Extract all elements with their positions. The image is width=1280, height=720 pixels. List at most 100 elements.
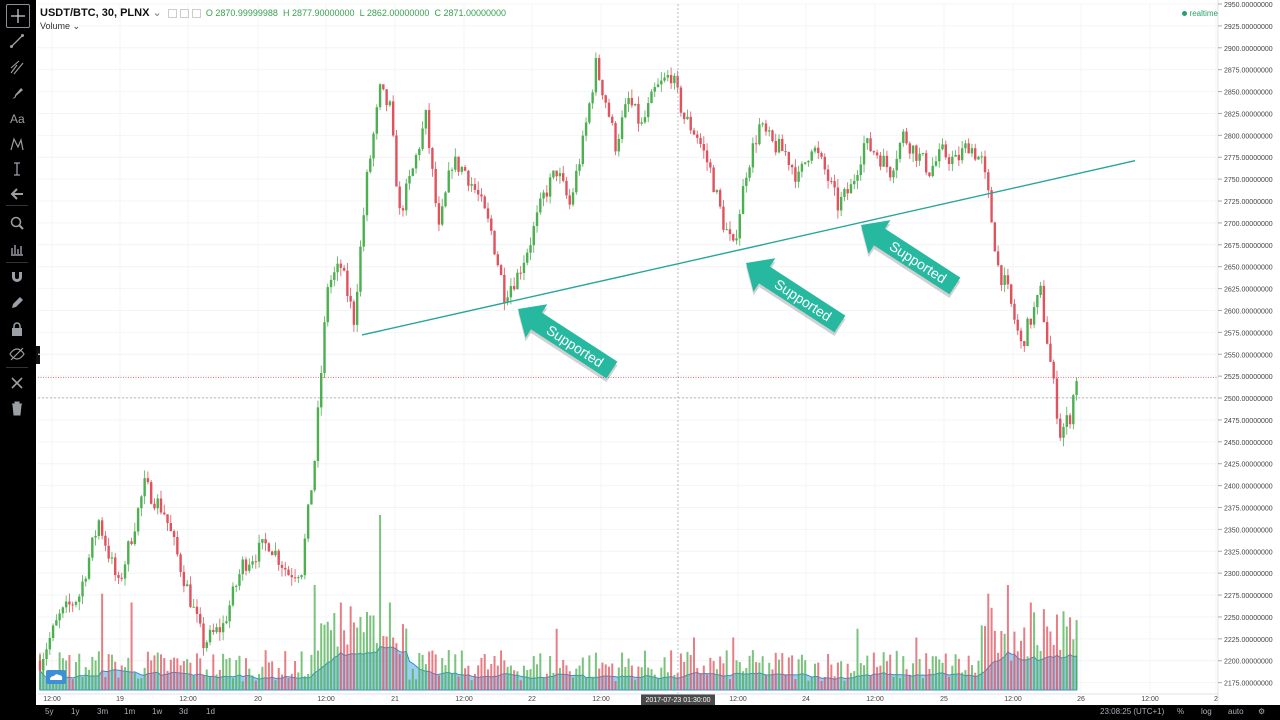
range-1d[interactable]: 1d	[206, 707, 215, 716]
price-tick-label: 2350.00000000	[1224, 527, 1273, 534]
volume-bar	[836, 662, 839, 690]
measure-icon[interactable]	[6, 158, 28, 180]
candle-body	[539, 198, 542, 213]
candle-body	[61, 607, 65, 614]
candle-body	[862, 143, 866, 165]
bars-icon[interactable]	[6, 238, 28, 260]
volume-bar	[679, 653, 682, 690]
toolbar-separator	[6, 367, 28, 368]
price-tick-label: 2875.00000000	[1224, 68, 1273, 75]
pencil-icon[interactable]	[6, 292, 28, 314]
supported-arrow-2: Supported	[746, 258, 846, 336]
volume-bar	[562, 659, 565, 690]
volume-bar	[1020, 640, 1022, 690]
range-5y[interactable]: 5y	[45, 707, 54, 716]
volume-bar	[650, 669, 653, 690]
volume-bar	[192, 675, 195, 690]
volume-legend[interactable]: Volume ⌄	[40, 21, 80, 32]
volume-bar	[362, 632, 365, 690]
magnet-icon[interactable]	[6, 266, 28, 288]
volume-bar	[542, 677, 545, 690]
candle-body	[568, 195, 571, 205]
volume-bar	[1006, 585, 1009, 690]
range-3d[interactable]: 3d	[179, 707, 188, 716]
volume-bar	[405, 628, 408, 690]
candle-body	[254, 561, 258, 563]
candle-body	[215, 627, 218, 633]
price-tick-label: 2200.00000000	[1224, 659, 1273, 666]
volume-bar	[1042, 609, 1045, 690]
pitchfork-icon[interactable]	[6, 56, 28, 78]
volume-menu-icon[interactable]: ⌄	[72, 21, 81, 31]
crosshair-icon[interactable]	[6, 4, 30, 28]
volume-bar	[359, 616, 362, 690]
toolbar-collapse-handle[interactable]	[36, 346, 40, 364]
legend-hide-icon[interactable]	[179, 8, 189, 18]
candle-body	[751, 143, 755, 168]
volume-bar	[1013, 631, 1016, 690]
arrow-left-icon[interactable]	[6, 183, 28, 205]
trend-line-icon[interactable]	[6, 30, 28, 52]
candle-body	[709, 162, 712, 168]
volume-bar	[519, 680, 522, 690]
candle-body	[699, 137, 702, 145]
trash-icon[interactable]	[6, 397, 28, 419]
volume-bar	[912, 663, 915, 690]
volume-bar	[45, 677, 48, 690]
candle-body	[293, 577, 297, 579]
candle-body	[555, 170, 558, 177]
legend-close-icon[interactable]	[191, 8, 201, 18]
tools-icon[interactable]	[6, 372, 28, 394]
volume-bar	[784, 674, 787, 690]
time-tick-label: 19	[116, 696, 124, 703]
legend-menu-icon[interactable]: ⌄	[152, 7, 162, 19]
volume-bar	[493, 655, 496, 690]
zoom-icon[interactable]	[6, 212, 28, 234]
legend-settings-icon[interactable]	[167, 8, 177, 18]
volume-bar	[794, 679, 797, 690]
time-tick-label: 12:00	[1004, 696, 1022, 703]
volume-bar	[55, 679, 58, 690]
volume-bar	[1046, 626, 1049, 690]
candle-body	[787, 152, 791, 165]
range-3m[interactable]: 3m	[97, 707, 109, 716]
volume-bar	[316, 650, 319, 690]
auto-toggle[interactable]: auto	[1228, 707, 1244, 716]
brush-icon[interactable]	[6, 82, 28, 104]
candle-body	[496, 254, 499, 266]
candle-body	[195, 606, 199, 614]
range-1m[interactable]: 1m	[124, 707, 136, 716]
settings-gear-icon[interactable]: ⚙	[1258, 707, 1266, 716]
percent-toggle[interactable]: %	[1177, 707, 1185, 716]
candle-body	[257, 542, 261, 562]
volume-bar	[1029, 602, 1032, 690]
price-tick-label: 2750.00000000	[1224, 177, 1273, 184]
pattern-icon[interactable]	[6, 133, 28, 155]
eye-icon[interactable]	[6, 343, 28, 365]
range-1w[interactable]: 1w	[152, 707, 163, 716]
volume-bar	[712, 661, 715, 690]
realtime-indicator: realtime	[1181, 9, 1218, 18]
volume-bar	[245, 658, 248, 690]
volume-bar	[176, 658, 179, 690]
candle-body	[172, 531, 176, 537]
realtime-dot-icon	[1181, 11, 1187, 17]
lock-icon[interactable]	[6, 318, 28, 340]
volume-bar	[1049, 631, 1052, 690]
volume-bar	[742, 671, 745, 690]
volume-bar	[280, 674, 283, 690]
log-toggle[interactable]: log	[1201, 707, 1212, 716]
candle-body	[748, 167, 751, 178]
symbol-title[interactable]: USDT/BTC, 30, PLNX	[40, 7, 150, 19]
candle-body	[45, 649, 48, 660]
text-icon[interactable]: Aa	[6, 107, 28, 129]
volume-bar	[415, 679, 418, 690]
volume-bar	[222, 653, 225, 690]
range-1y[interactable]: 1y	[71, 707, 80, 716]
volume-bar	[300, 651, 303, 690]
candle-body	[924, 153, 928, 173]
candle-body	[637, 103, 640, 124]
volume-bar	[536, 664, 539, 690]
volume-bar	[140, 678, 143, 690]
